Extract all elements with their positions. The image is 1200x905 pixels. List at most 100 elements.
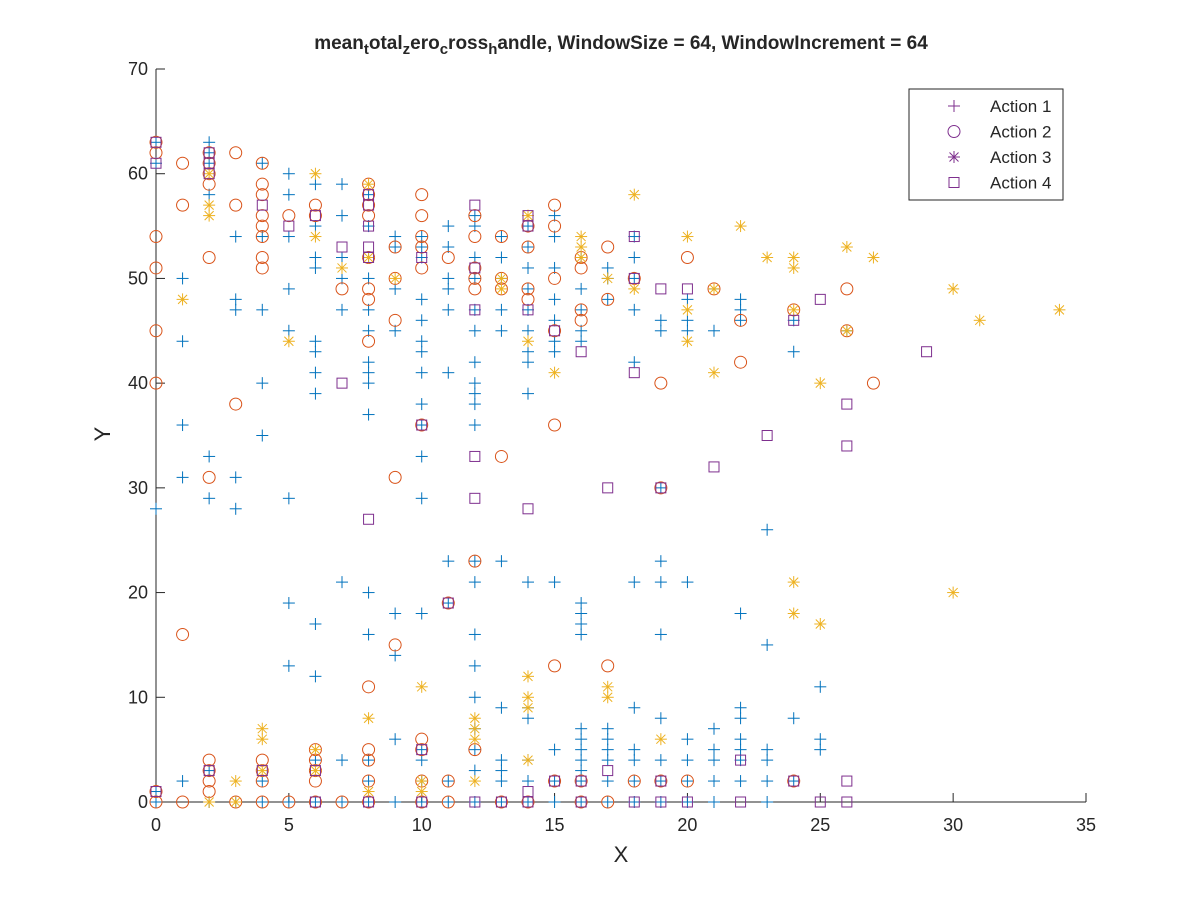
data-point xyxy=(814,796,826,808)
data-point xyxy=(336,576,348,589)
data-point xyxy=(255,188,269,202)
data-point xyxy=(255,209,269,223)
data-point xyxy=(574,774,588,788)
y-tick-label: 30 xyxy=(128,478,148,498)
data-point xyxy=(415,345,428,358)
data-point xyxy=(654,628,667,641)
data-point xyxy=(628,743,641,756)
data-point xyxy=(788,314,800,326)
data-point xyxy=(495,324,508,337)
data-point xyxy=(654,481,668,495)
x-tick-label: 35 xyxy=(1076,815,1096,835)
data-point xyxy=(575,722,588,735)
data-point xyxy=(309,366,322,379)
data-point xyxy=(442,303,455,316)
data-point xyxy=(468,764,481,777)
data-point xyxy=(575,282,588,295)
data-point xyxy=(255,230,269,244)
data-point xyxy=(363,199,375,211)
legend-marker xyxy=(948,151,960,163)
data-point xyxy=(495,754,508,767)
data-point xyxy=(362,628,375,641)
data-point xyxy=(255,177,269,191)
legend-entry: Action 4 xyxy=(948,174,1051,193)
data-point xyxy=(149,230,163,244)
data-point xyxy=(549,325,561,337)
data-point xyxy=(150,157,162,169)
data-point xyxy=(521,240,535,254)
data-point xyxy=(416,251,428,263)
data-point xyxy=(602,765,614,777)
data-point xyxy=(229,775,242,788)
data-point xyxy=(362,753,376,767)
title-part: ross xyxy=(448,33,488,54)
data-point xyxy=(469,450,481,462)
data-point xyxy=(388,240,402,254)
data-point xyxy=(415,680,428,693)
data-markers xyxy=(149,135,1066,809)
data-point xyxy=(548,198,562,212)
data-point xyxy=(814,293,826,305)
data-point xyxy=(654,712,667,725)
data-point xyxy=(601,733,614,746)
data-point xyxy=(522,241,534,254)
title-part: andle, WindowSize = 64, WindowIncrement … xyxy=(497,33,928,54)
data-point xyxy=(469,199,481,211)
data-point xyxy=(495,272,508,285)
data-point xyxy=(149,795,163,809)
data-point xyxy=(149,376,163,390)
data-point xyxy=(814,733,827,746)
data-point xyxy=(654,796,667,808)
data-point xyxy=(787,261,800,274)
data-point xyxy=(203,167,216,180)
data-point xyxy=(655,482,667,494)
data-point xyxy=(548,271,562,285)
data-point xyxy=(468,419,481,432)
data-point xyxy=(468,261,482,275)
data-point xyxy=(256,429,269,442)
data-point xyxy=(308,795,322,809)
data-point xyxy=(548,774,562,788)
data-point xyxy=(229,146,243,160)
data-point xyxy=(203,450,216,463)
data-point xyxy=(761,523,774,536)
data-point xyxy=(522,775,534,788)
data-point xyxy=(601,272,614,285)
data-point xyxy=(628,230,641,243)
data-point xyxy=(469,262,481,274)
data-point xyxy=(840,324,853,337)
data-point xyxy=(309,764,322,777)
data-point xyxy=(548,219,562,233)
data-point xyxy=(336,796,348,808)
legend-label: Action 2 xyxy=(990,123,1051,142)
legend-marker xyxy=(947,125,961,138)
data-point xyxy=(495,796,508,808)
data-point xyxy=(468,356,481,369)
data-point xyxy=(787,712,800,725)
data-point xyxy=(468,387,481,400)
data-point xyxy=(628,272,640,284)
data-point xyxy=(362,292,376,306)
data-point xyxy=(601,796,614,808)
data-point xyxy=(256,722,269,735)
data-point xyxy=(681,796,694,808)
data-point xyxy=(468,271,482,285)
data-point xyxy=(283,220,295,232)
data-point xyxy=(601,722,614,735)
data-point xyxy=(255,261,269,275)
data-point xyxy=(628,188,641,201)
data-point xyxy=(229,230,242,243)
y-tick-label: 0 xyxy=(138,792,148,812)
data-point xyxy=(282,492,295,505)
data-point xyxy=(708,775,720,788)
data-point xyxy=(362,356,375,369)
data-point xyxy=(601,795,615,809)
data-point xyxy=(761,754,774,767)
data-point xyxy=(628,796,640,808)
data-point xyxy=(734,293,747,306)
data-point xyxy=(734,220,747,233)
data-point xyxy=(495,282,508,295)
data-point xyxy=(601,240,615,254)
data-point xyxy=(442,282,455,295)
data-point xyxy=(947,282,960,295)
